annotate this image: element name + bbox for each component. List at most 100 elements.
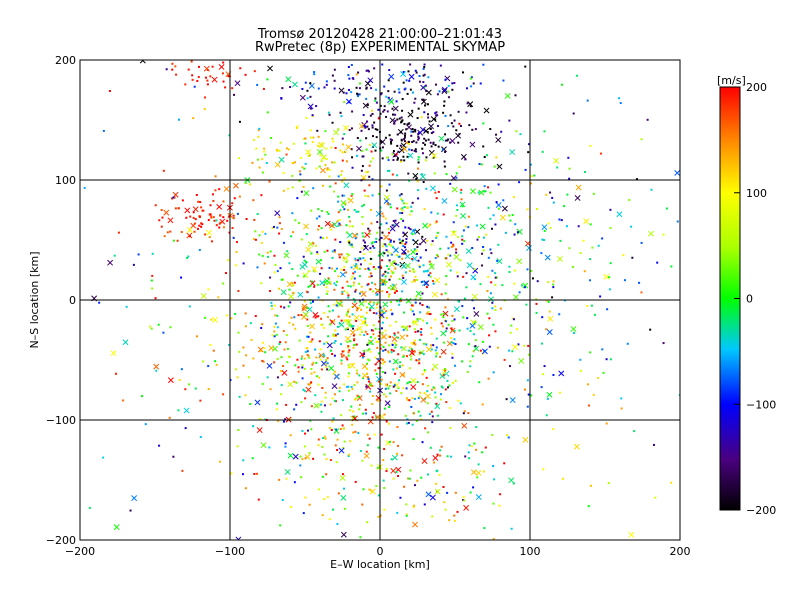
data-point [373,67,376,70]
data-point-cross [356,145,362,152]
data-point-cross [410,228,417,235]
data-point [359,333,362,336]
data-point [282,172,285,175]
data-point [361,205,364,208]
data-point-cross [508,477,515,484]
data-point [455,176,458,179]
data-point [174,207,177,210]
data-point [638,281,641,284]
data-point [599,295,602,298]
data-point [424,427,427,430]
data-point [395,367,398,370]
data-point [396,511,399,514]
data-point [559,391,562,394]
data-point [362,235,365,238]
data-point [300,156,303,159]
data-point [478,236,481,239]
data-point-cross [674,169,680,176]
data-point-cross [384,400,391,407]
data-point [304,432,307,435]
data-point [405,128,408,131]
data-point [390,253,393,256]
data-point-cross [343,182,350,189]
data-point [199,399,202,402]
data-point [477,463,480,466]
data-point-cross [338,87,345,94]
data-point [360,331,363,334]
data-point [382,273,385,276]
data-point [266,111,269,114]
data-point [320,368,323,371]
data-point-cross [368,303,375,310]
data-point [303,138,306,141]
data-point [457,399,460,402]
data-point-cross [441,86,448,93]
data-point [389,324,392,327]
data-point-cross [469,188,476,195]
data-point [377,446,380,449]
data-point [177,409,180,412]
data-point [405,397,408,400]
data-point [178,118,181,121]
data-point [386,169,389,172]
data-point [552,286,555,289]
data-point [358,267,361,270]
data-point [401,199,404,202]
data-point [482,246,485,249]
data-point [300,476,303,479]
data-point [426,322,429,325]
data-point [308,356,311,359]
data-point [184,427,187,430]
data-point [494,305,497,308]
data-point [410,210,413,213]
data-point-cross [340,531,347,538]
data-point [463,297,466,300]
data-point [385,281,388,284]
data-point [253,138,256,141]
data-point [199,436,202,439]
data-point [117,231,120,234]
data-point [371,178,374,181]
data-point [392,219,395,222]
data-point [278,478,281,481]
data-point [420,173,423,176]
data-point [398,238,401,241]
data-point [567,156,570,159]
data-point [442,316,445,319]
data-point [284,418,287,421]
data-point-cross [410,384,417,391]
data-point [359,449,362,452]
data-point [541,150,544,153]
data-point [308,340,311,343]
data-point [171,68,174,71]
data-point [527,344,530,347]
data-point [364,194,367,197]
data-point-cross [509,397,516,404]
data-point [428,413,431,416]
data-point [349,243,352,246]
data-point [541,373,544,376]
data-point [351,388,354,391]
data-point [299,464,302,467]
data-point [208,236,211,239]
data-point [387,286,390,289]
data-point [366,170,369,173]
data-point [228,134,231,137]
data-point [351,423,354,426]
data-point [187,68,190,71]
data-point [316,129,319,132]
data-point-cross [469,141,476,148]
data-point [345,271,348,274]
data-point [417,107,420,110]
data-point [395,153,398,156]
data-point [418,395,421,398]
data-point [465,87,468,90]
data-point [214,189,217,192]
data-point [196,335,199,338]
data-point [396,158,399,161]
data-point [518,181,521,184]
data-point [628,198,631,201]
data-point [342,350,345,353]
data-point [450,337,453,340]
data-point [328,426,331,429]
